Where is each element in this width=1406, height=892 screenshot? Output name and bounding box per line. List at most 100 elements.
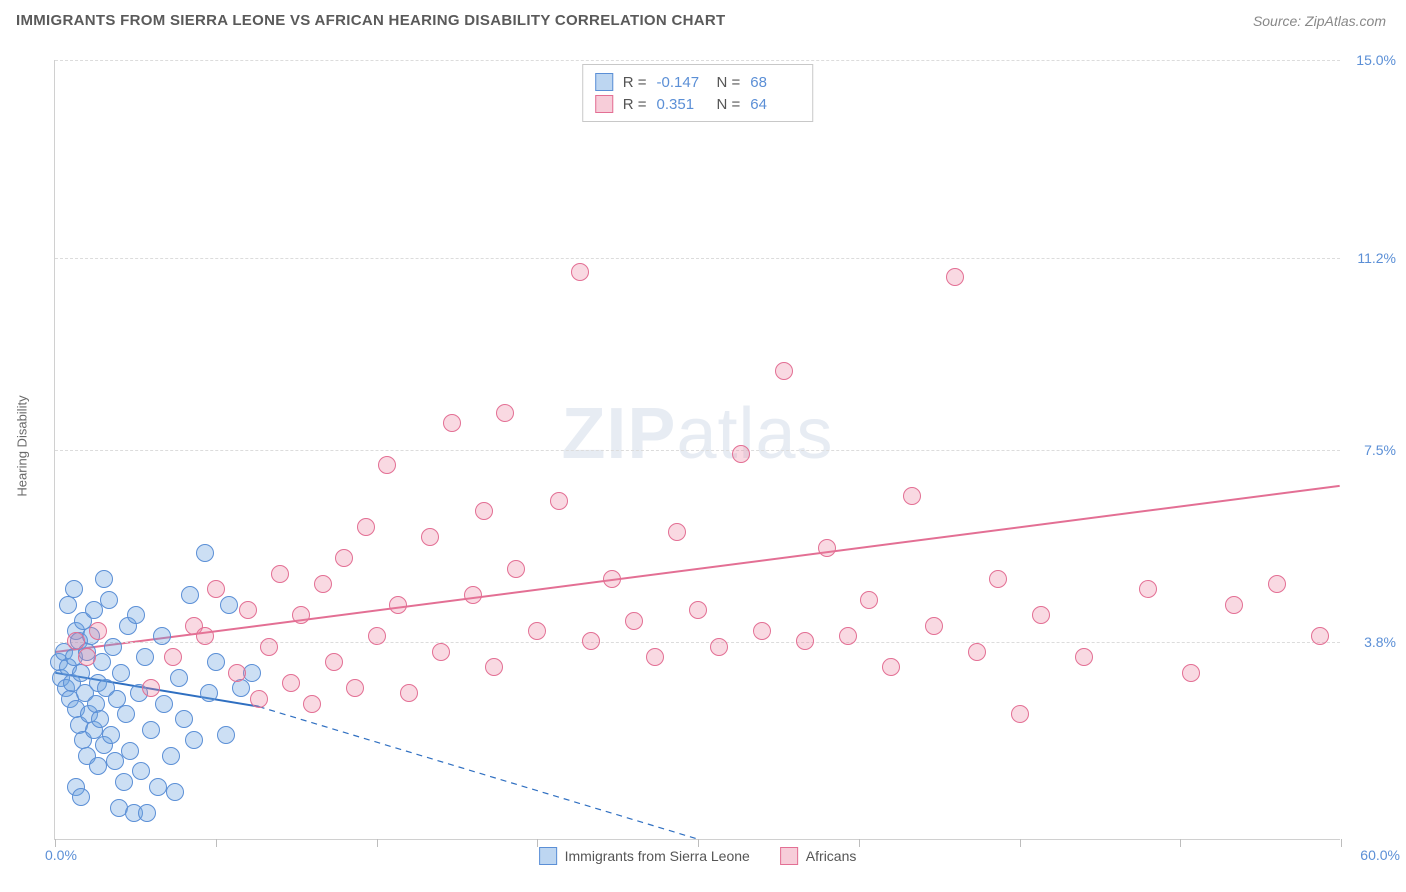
scatter-point <box>325 653 343 671</box>
scatter-point <box>155 695 173 713</box>
legend-item-africans: Africans <box>780 847 857 865</box>
r-label: R = <box>623 96 647 113</box>
scatter-point <box>646 648 664 666</box>
scatter-point <box>185 731 203 749</box>
scatter-point <box>507 560 525 578</box>
trend-line-extrapolation <box>259 707 698 839</box>
scatter-point <box>207 653 225 671</box>
scatter-point <box>1011 705 1029 723</box>
n-value-sierra-leone: 68 <box>750 74 800 91</box>
scatter-point <box>175 710 193 728</box>
gridline <box>55 450 1340 451</box>
r-value-sierra-leone: -0.147 <box>657 74 707 91</box>
scatter-point <box>132 762 150 780</box>
scatter-chart: ZIPatlas R = -0.147 N = 68 R = 0.351 N =… <box>54 60 1340 840</box>
swatch-pink <box>780 847 798 865</box>
r-label: R = <box>623 74 647 91</box>
scatter-point <box>162 747 180 765</box>
scatter-point <box>260 638 278 656</box>
scatter-point <box>102 726 120 744</box>
scatter-point <box>181 586 199 604</box>
scatter-point <box>753 622 771 640</box>
scatter-point <box>732 445 750 463</box>
scatter-point <box>946 268 964 286</box>
scatter-point <box>89 622 107 640</box>
scatter-point <box>292 606 310 624</box>
scatter-point <box>217 726 235 744</box>
swatch-blue <box>539 847 557 865</box>
scatter-point <box>346 679 364 697</box>
correlation-stats-box: R = -0.147 N = 68 R = 0.351 N = 64 <box>582 64 814 122</box>
y-tick-label: 7.5% <box>1364 442 1396 458</box>
y-tick-label: 15.0% <box>1356 52 1396 68</box>
scatter-point <box>100 591 118 609</box>
scatter-point <box>282 674 300 692</box>
scatter-point <box>78 648 96 666</box>
scatter-point <box>818 539 836 557</box>
scatter-point <box>104 638 122 656</box>
swatch-pink <box>595 95 613 113</box>
scatter-point <box>239 601 257 619</box>
scatter-point <box>164 648 182 666</box>
x-tick <box>1020 839 1021 847</box>
scatter-point <box>1139 580 1157 598</box>
scatter-point <box>250 690 268 708</box>
scatter-point <box>117 705 135 723</box>
scatter-point <box>710 638 728 656</box>
scatter-point <box>166 783 184 801</box>
scatter-point <box>582 632 600 650</box>
scatter-point <box>443 414 461 432</box>
scatter-point <box>314 575 332 593</box>
legend-label-africans: Africans <box>806 848 857 864</box>
source-attribution: Source: ZipAtlas.com <box>1253 13 1386 29</box>
scatter-point <box>903 487 921 505</box>
trend-line <box>55 486 1339 652</box>
scatter-point <box>1311 627 1329 645</box>
x-axis-origin-label: 0.0% <box>45 847 77 863</box>
r-value-africans: 0.351 <box>657 96 707 113</box>
scatter-point <box>603 570 621 588</box>
scatter-point <box>571 263 589 281</box>
scatter-point <box>196 627 214 645</box>
scatter-point <box>303 695 321 713</box>
scatter-point <box>149 778 167 796</box>
scatter-point <box>127 606 145 624</box>
scatter-point <box>368 627 386 645</box>
x-tick <box>216 839 217 847</box>
scatter-point <box>689 601 707 619</box>
scatter-point <box>989 570 1007 588</box>
scatter-point <box>839 627 857 645</box>
legend-label-sierra-leone: Immigrants from Sierra Leone <box>565 848 750 864</box>
scatter-point <box>1032 606 1050 624</box>
scatter-point <box>357 518 375 536</box>
scatter-point <box>335 549 353 567</box>
scatter-point <box>485 658 503 676</box>
scatter-point <box>65 580 83 598</box>
scatter-point <box>232 679 250 697</box>
scatter-point <box>207 580 225 598</box>
scatter-point <box>1225 596 1243 614</box>
x-axis-max-label: 60.0% <box>1360 847 1400 863</box>
scatter-point <box>115 773 133 791</box>
scatter-point <box>170 669 188 687</box>
scatter-point <box>860 591 878 609</box>
scatter-point <box>196 544 214 562</box>
scatter-point <box>200 684 218 702</box>
x-tick <box>377 839 378 847</box>
scatter-point <box>142 721 160 739</box>
scatter-point <box>72 788 90 806</box>
scatter-point <box>138 804 156 822</box>
scatter-point <box>528 622 546 640</box>
scatter-point <box>89 757 107 775</box>
scatter-point <box>775 362 793 380</box>
scatter-point <box>625 612 643 630</box>
scatter-point <box>882 658 900 676</box>
scatter-point <box>925 617 943 635</box>
chart-title: IMMIGRANTS FROM SIERRA LEONE VS AFRICAN … <box>16 12 725 29</box>
scatter-point <box>1182 664 1200 682</box>
n-value-africans: 64 <box>750 96 800 113</box>
stats-row-africans: R = 0.351 N = 64 <box>595 93 801 115</box>
scatter-point <box>1268 575 1286 593</box>
scatter-point <box>421 528 439 546</box>
scatter-point <box>112 664 130 682</box>
